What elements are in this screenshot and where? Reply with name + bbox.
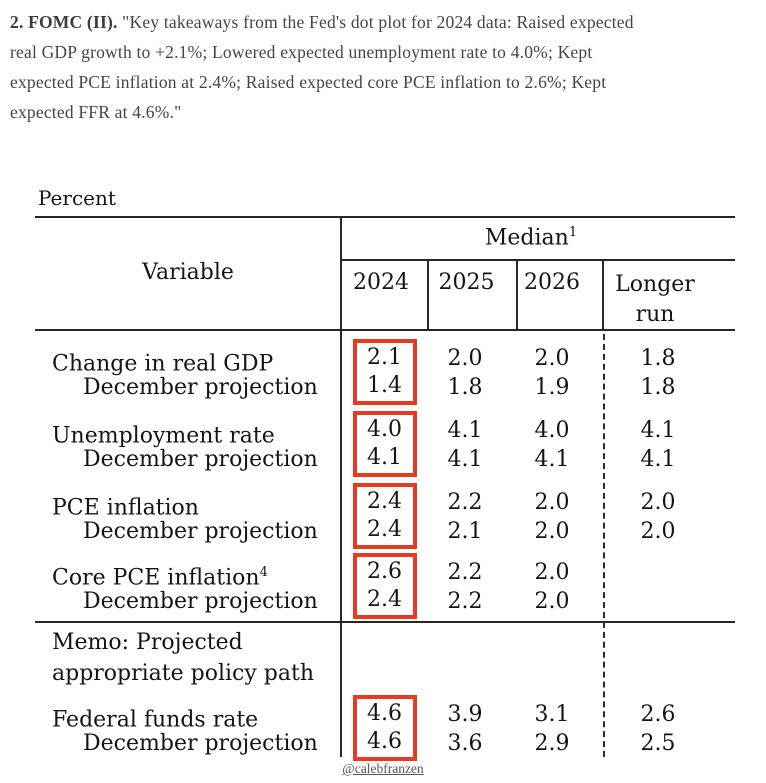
variable-label: Core PCE inflation4	[52, 565, 268, 591]
cell-value: 4.1	[447, 447, 483, 472]
projection-label: December projection	[83, 589, 318, 614]
cell-value: 1.8	[640, 346, 676, 371]
table-row-group-unemployment: Unemployment rate December projection 4.…	[35, 411, 735, 477]
column-header-variable: Variable	[142, 260, 234, 285]
cell-value: 2.0	[640, 519, 676, 544]
variable-column-divider	[340, 216, 342, 757]
table-unit-label: Percent	[38, 186, 116, 210]
core-pce-footnote-marker: 4	[259, 565, 268, 580]
cell-value: 3.6	[447, 731, 483, 756]
column-header-2024: 2024	[353, 270, 409, 295]
intro-paragraph: 2. FOMC (II). "Key takeaways from the Fe…	[10, 7, 760, 127]
cell-value: 2.2	[447, 490, 483, 515]
col-divider-2025-2026	[516, 259, 518, 331]
cell-value	[603, 558, 713, 587]
cell-value: 1.8	[447, 375, 483, 400]
cell-value: 4.1	[447, 418, 483, 443]
projection-label: December projection	[83, 447, 318, 472]
intro-line-2: real GDP growth to +2.1%; Lowered expect…	[10, 42, 593, 62]
cell-value: 4.6	[367, 701, 402, 726]
memo-section-rule	[35, 621, 735, 623]
cell-value: 2.6	[640, 702, 676, 727]
cell-value: 2.0	[534, 519, 570, 544]
longer-run-dashed-divider	[603, 334, 605, 757]
cell-value: 2.0	[534, 560, 570, 585]
cell-value: 2.4	[367, 517, 402, 542]
cell-value: 4.0	[367, 417, 402, 442]
variable-label: PCE inflation	[52, 495, 199, 521]
column-header-2026: 2026	[524, 270, 580, 295]
table-row-group-pce-inflation: PCE inflation December projection 2.4 2.…	[35, 483, 735, 549]
intro-line-4: expected FFR at 4.6%."	[10, 102, 182, 122]
cell-value: 1.8	[640, 375, 676, 400]
col-divider-2024-2025	[427, 259, 429, 331]
column-header-2025: 2025	[438, 270, 495, 295]
cell-value: 2.0	[534, 346, 570, 371]
author-handle-link[interactable]: @calebfranzen	[342, 761, 424, 776]
table-row-group-real-gdp: Change in real GDP December projection 2…	[35, 339, 735, 405]
table-row-group-fed-funds: Federal funds rate December projection 4…	[35, 695, 735, 761]
highlight-box-2024: 4.6 4.6	[352, 695, 417, 761]
projection-label: December projection	[83, 731, 318, 756]
cell-value: 2.1	[367, 345, 402, 370]
cell-value: 3.1	[534, 702, 570, 727]
intro-line-1: 2. FOMC (II). "Key takeaways from the Fe…	[10, 12, 634, 32]
projection-label: December projection	[83, 375, 318, 400]
cell-value: 2.5	[640, 731, 676, 756]
cell-value	[603, 587, 713, 616]
cell-value: 2.0	[534, 490, 570, 515]
cell-value: 2.2	[447, 560, 483, 585]
cell-value: 2.6	[367, 559, 402, 584]
intro-line-3: expected PCE inflation at 2.4%; Raised e…	[10, 72, 607, 92]
table-top-rule	[35, 216, 735, 218]
memo-heading: Memo: Projected appropriate policy path	[52, 630, 315, 686]
table-row-group-core-pce: Core PCE inflation4 December projection …	[35, 553, 735, 619]
projection-label: December projection	[83, 519, 318, 544]
cell-value: 4.1	[640, 447, 676, 472]
header-bottom-rule	[35, 329, 735, 331]
col-divider-2026-longer	[602, 259, 604, 331]
column-group-header-median: Median1	[484, 225, 578, 251]
cell-value: 2.4	[367, 489, 402, 514]
highlight-box-2024: 4.0 4.1	[352, 411, 417, 477]
cell-value: 4.1	[367, 445, 402, 470]
cell-value: 2.4	[367, 587, 402, 612]
cell-value: 2.1	[447, 519, 483, 544]
cell-value: 2.2	[447, 589, 483, 614]
cell-value: 3.9	[447, 702, 483, 727]
intro-lead: 2. FOMC (II).	[10, 12, 118, 32]
variable-label: Change in real GDP	[52, 351, 274, 377]
cell-value: 2.0	[447, 346, 483, 371]
attribution: @calebfranzen	[0, 761, 766, 777]
median-underline-rule	[341, 259, 735, 261]
cell-value: 1.4	[367, 373, 402, 398]
column-header-longer-run: Longer run	[615, 272, 695, 327]
variable-label: Federal funds rate	[52, 707, 259, 733]
cell-value: 1.9	[534, 375, 570, 400]
highlight-box-2024: 2.1 1.4	[352, 339, 417, 405]
cell-value: 2.0	[534, 589, 570, 614]
median-footnote-marker: 1	[568, 225, 578, 240]
highlight-box-2024: 2.6 2.4	[352, 553, 417, 619]
cell-value: 4.1	[640, 418, 676, 443]
cell-value: 4.6	[367, 729, 402, 754]
highlight-box-2024: 2.4 2.4	[352, 483, 417, 549]
cell-value: 4.0	[534, 418, 570, 443]
cell-value: 2.0	[640, 490, 676, 515]
cell-value: 4.1	[534, 447, 570, 472]
variable-label: Unemployment rate	[52, 423, 275, 449]
cell-value: 2.9	[534, 731, 570, 756]
